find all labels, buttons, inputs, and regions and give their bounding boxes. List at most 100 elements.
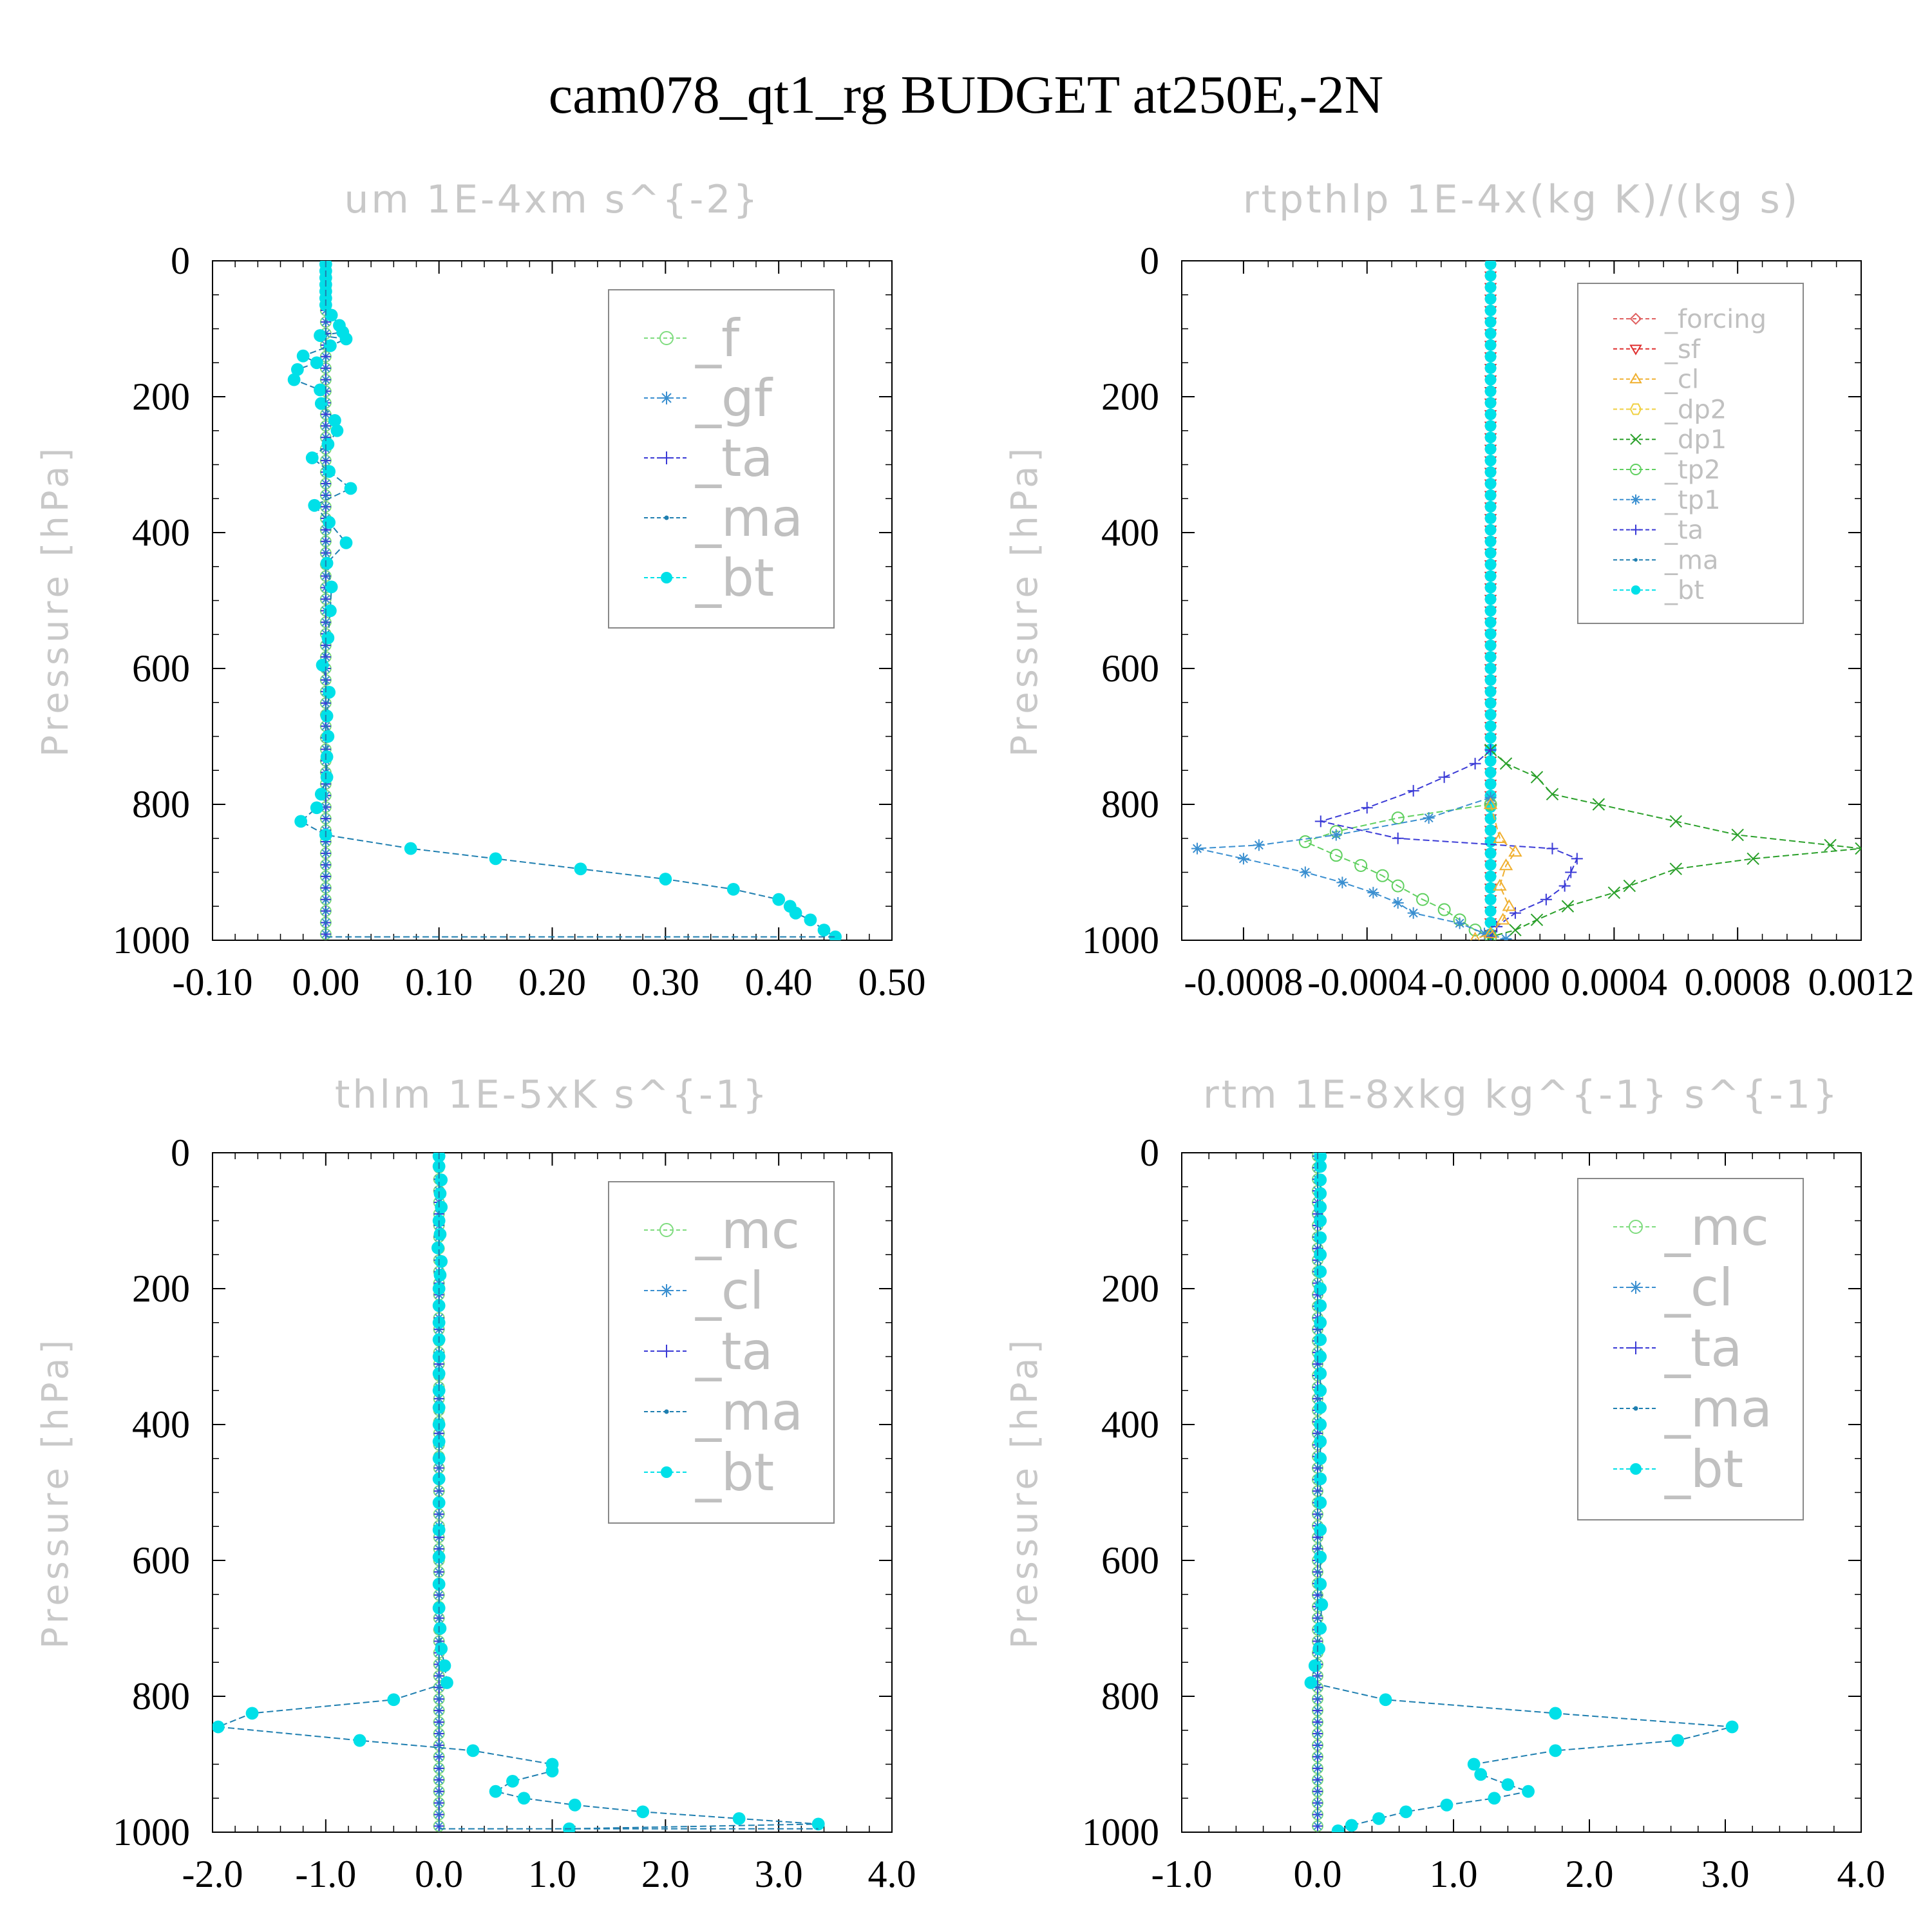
data-point-bt: [320, 556, 334, 570]
legend-label-gf: _gf: [695, 368, 773, 428]
data-point-bt: [789, 906, 802, 920]
x-tick-label: 0.40: [745, 961, 813, 1003]
data-point-bt: [1314, 1496, 1327, 1510]
data-point-bt: [339, 332, 353, 346]
data-point-dp1: [1607, 886, 1621, 899]
marker-bt: [1484, 605, 1497, 617]
panel-4: rtm 1E-8xkg kg^{-1} s^{-1} Pressure [hPa]…: [1004, 1072, 1886, 1895]
data-point-tp2: [1354, 858, 1368, 872]
marker-bt: [1484, 639, 1497, 652]
data-point-bt: [726, 882, 740, 896]
data-point-tp1: [1191, 842, 1203, 855]
legend-label-dp2: _dp2: [1664, 395, 1727, 424]
data-point-dp1: [1546, 788, 1559, 800]
x-tick-label: 0.0012: [1808, 961, 1915, 1003]
marker-bt: [1484, 570, 1497, 582]
x-tick-label: 0.50: [858, 961, 926, 1003]
y-tick-label: 600: [132, 1539, 190, 1582]
legend-label-forcing: _forcing: [1664, 305, 1766, 334]
data-point-tp2: [1416, 893, 1430, 906]
legend-marker-bt: [661, 1466, 672, 1478]
marker-bt: [1484, 420, 1497, 432]
data-point-bt: [1314, 1367, 1327, 1380]
plot-area: [1191, 261, 1861, 940]
x-tick-label: 0.0008: [1685, 961, 1791, 1003]
legend-marker-ta: [1631, 524, 1641, 535]
y-tick-label: 0: [1140, 240, 1159, 282]
y-tick-label: 200: [1101, 1267, 1159, 1310]
data-point-ta: [1540, 893, 1552, 905]
legend-box: [1577, 1178, 1804, 1520]
y-tick-label: 800: [1101, 783, 1159, 826]
legend: _mc_cl_ta_ma_bt: [608, 1181, 835, 1524]
data-point-tp2: [1376, 869, 1389, 882]
data-point-cl_orange: [1483, 797, 1498, 810]
x-tick-label: 0.20: [518, 961, 586, 1003]
data-point-bt: [316, 658, 329, 672]
legend-marker-bt: [1630, 1463, 1642, 1475]
marker-bt: [1484, 270, 1497, 282]
data-point-bt: [328, 414, 341, 427]
y-tick-label: 200: [1101, 375, 1159, 418]
data-point-cl_orange: [1499, 858, 1513, 871]
marker-bt: [1484, 524, 1497, 536]
marker-bt: [1484, 316, 1497, 328]
data-point-bt: [433, 1187, 447, 1200]
data-point-dp1: [1731, 828, 1744, 842]
marker-bt: [1484, 489, 1497, 501]
data-point-bt: [1308, 1659, 1321, 1672]
data-point-bt: [323, 339, 337, 352]
panel-2: rtpthlp 1E-4x(kg K)/(kg s) Pressure [hPa]…: [1004, 177, 1915, 1003]
data-point-tp1: [1454, 917, 1466, 929]
data-point-bt: [1474, 1768, 1488, 1781]
data-point-bt: [308, 498, 321, 512]
marker-bt: [1484, 616, 1497, 629]
legend-label-bt: _bt: [1664, 576, 1704, 605]
data-point-tp1: [1392, 896, 1404, 909]
data-point-bt: [325, 308, 338, 322]
data-point-bt: [1314, 1401, 1327, 1414]
data-point-cl_orange: [1470, 931, 1481, 940]
data-point-bt: [1314, 1418, 1327, 1431]
plot-area: [287, 261, 842, 940]
legend-label-sf: _sf: [1664, 335, 1701, 365]
y-tick-label: 400: [1101, 1403, 1159, 1446]
y-tick-label: 1000: [1082, 1811, 1159, 1853]
marker-bt: [1484, 755, 1497, 767]
marker-bt: [1484, 408, 1497, 421]
legend-marker-ta: [1629, 1341, 1642, 1354]
y-tick-label: 400: [132, 1403, 190, 1446]
x-tick-label: 2.0: [1566, 1853, 1614, 1895]
data-point-ta: [1407, 784, 1419, 797]
data-point-dp1: [1561, 900, 1575, 913]
panel-title: thlm 1E-5xK s^{-1}: [335, 1072, 770, 1117]
data-point-tp2: [1329, 849, 1343, 862]
legend-marker-cl: [1629, 372, 1642, 384]
data-point-dp1: [1623, 879, 1636, 893]
x-tick-label: -0.0000: [1431, 961, 1550, 1003]
legend-marker-mc: [659, 1223, 674, 1237]
legend-marker-ta: [660, 451, 673, 464]
panel-title: rtpthlp 1E-4x(kg K)/(kg s): [1243, 177, 1800, 222]
x-tick-label: 0.10: [405, 961, 473, 1003]
data-point-bt: [245, 1707, 259, 1720]
legend-label-bt: _bt: [695, 1443, 774, 1502]
legend-marker-ma: [1634, 558, 1638, 562]
y-axis-label: Pressure [hPa]: [35, 444, 77, 757]
series-line-tp1: [1197, 797, 1506, 940]
marker-bt: [1484, 651, 1497, 663]
plot-area: [213, 1153, 825, 1832]
data-point-bt: [568, 1798, 582, 1812]
data-point-bt: [323, 465, 336, 478]
data-point-bt: [433, 1269, 447, 1282]
data-point-bt: [432, 1367, 446, 1380]
marker-bt: [1484, 905, 1497, 917]
data-point-bt: [438, 1659, 451, 1672]
data-point-bt: [432, 1435, 446, 1448]
data-point-bt: [321, 437, 335, 451]
data-point-bt: [323, 516, 336, 529]
legend-label-cl: _cl: [695, 1261, 764, 1321]
marker-bt: [1484, 512, 1497, 524]
y-tick-label: 1000: [1082, 919, 1159, 961]
legend: _forcing_sf_cl_dp2_dp1_tp2_tp1_ta_ma_bt: [1577, 283, 1804, 624]
